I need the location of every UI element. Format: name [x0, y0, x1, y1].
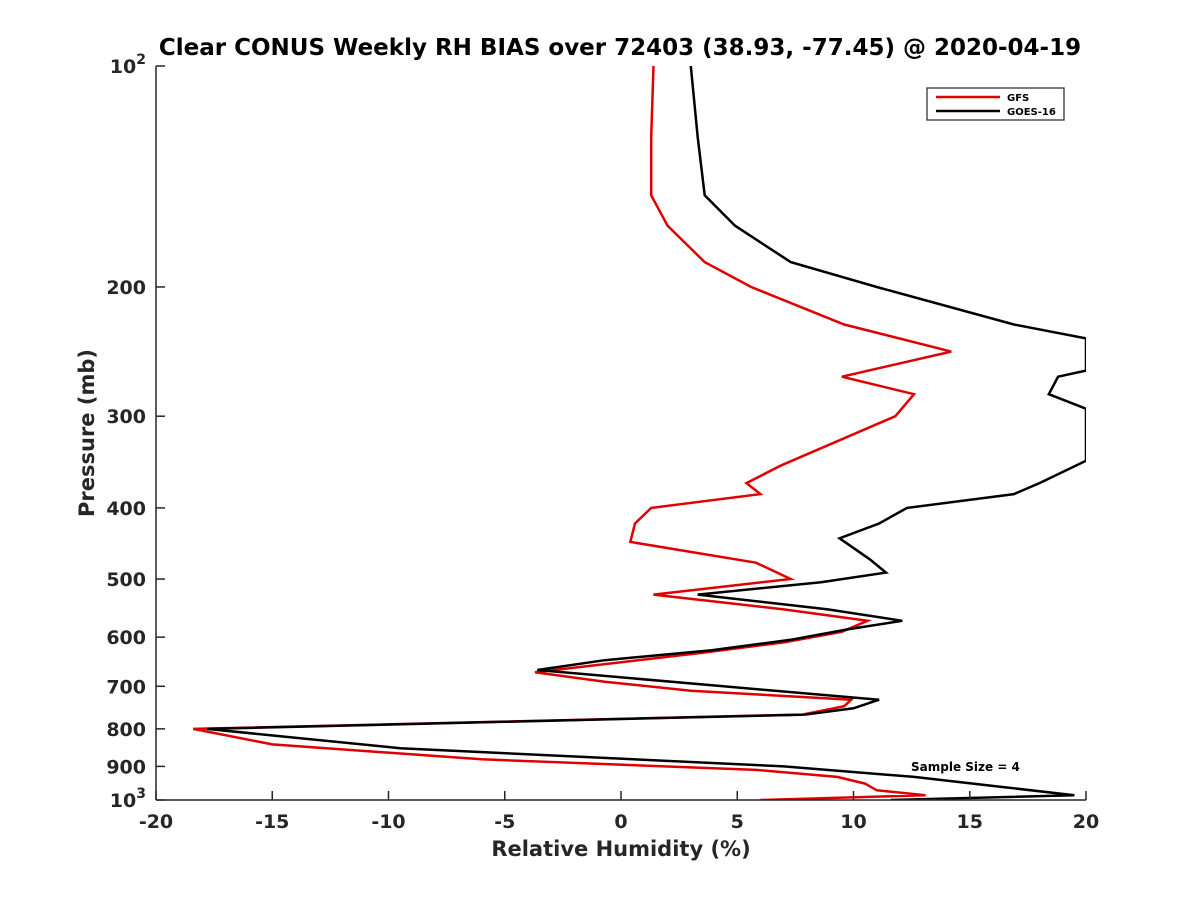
x-axis-label: Relative Humidity (%) — [491, 837, 750, 861]
y-tick-label: 700 — [106, 676, 146, 698]
legend: GFS GOES-16 — [926, 87, 1065, 121]
y-tick-label: 102 — [110, 52, 146, 78]
x-tick-label: 5 — [731, 811, 744, 833]
sample-size-annotation: Sample Size = 4 — [911, 760, 1020, 774]
series-line-gfs — [192, 66, 952, 800]
legend-box — [926, 87, 1065, 121]
x-tick-label: -15 — [255, 811, 289, 833]
x-tick-label: -10 — [371, 811, 405, 833]
x-tick-label: -5 — [494, 811, 515, 833]
x-tick-label: -20 — [139, 811, 173, 833]
series-layer — [192, 66, 1086, 800]
x-tick-label: 20 — [1073, 811, 1099, 833]
y-tick-label: 600 — [106, 627, 146, 649]
y-tick-label: 900 — [106, 756, 146, 778]
legend-label-goes16: GOES-16 — [1007, 107, 1056, 118]
x-tick-label: 15 — [957, 811, 983, 833]
y-axis-ticks: 102 200 300 400 500 600 700 800 900 103 — [106, 52, 165, 812]
y-tick-label: 103 — [110, 786, 146, 812]
plot-area: -20 -15 -10 -5 0 5 10 15 20 102 200 300 400 500 600 70… — [106, 52, 1099, 833]
x-tick-label: 0 — [614, 811, 627, 833]
x-tick-label: 10 — [840, 811, 866, 833]
y-tick-label: 300 — [106, 406, 146, 428]
y-tick-label: 200 — [106, 277, 146, 299]
y-tick-label: 400 — [106, 498, 146, 520]
x-axis-ticks: -20 -15 -10 -5 0 5 10 15 20 — [139, 791, 1099, 833]
y-tick-label: 800 — [106, 719, 146, 741]
y-tick-label: 500 — [106, 569, 146, 591]
y-axis-label: Pressure (mb) — [75, 349, 99, 517]
legend-label-gfs: GFS — [1007, 93, 1029, 104]
chart-title: Clear CONUS Weekly RH BIAS over 72403 (3… — [159, 35, 1081, 61]
series-line-goes16 — [206, 66, 1086, 800]
